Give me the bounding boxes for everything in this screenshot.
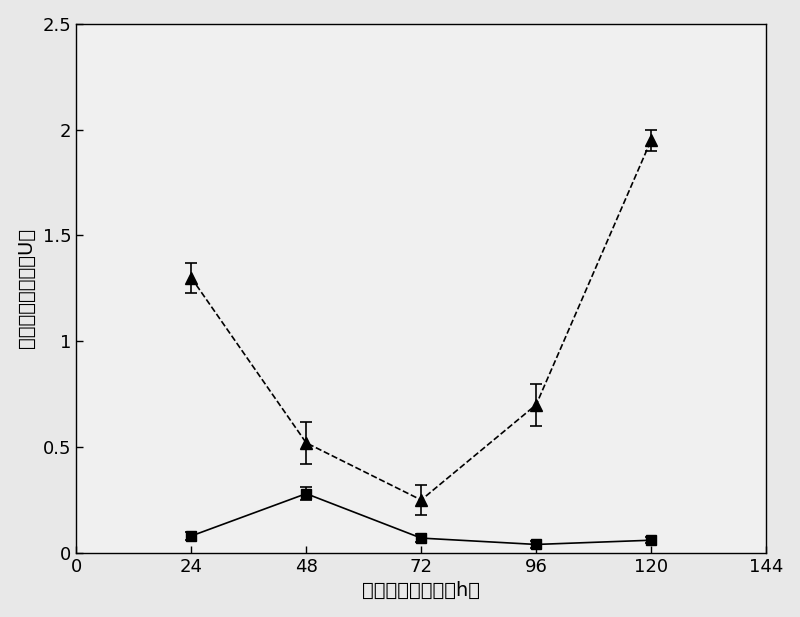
X-axis label: 诱导后培养时间（h）: 诱导后培养时间（h） — [362, 581, 480, 600]
Y-axis label: 草酸脱罺酶活力（U）: 草酸脱罺酶活力（U） — [17, 228, 36, 349]
